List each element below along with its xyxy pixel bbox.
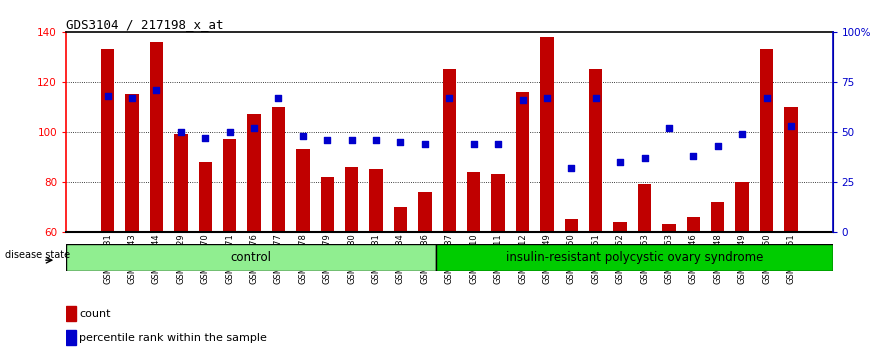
Text: insulin-resistant polycystic ovary syndrome: insulin-resistant polycystic ovary syndr… bbox=[506, 251, 763, 264]
Bar bbox=[369, 169, 383, 232]
Point bbox=[467, 141, 481, 147]
Bar bbox=[442, 69, 456, 232]
Point bbox=[442, 95, 456, 101]
Point bbox=[320, 137, 334, 143]
Bar bbox=[271, 107, 285, 232]
Bar bbox=[436, 244, 833, 271]
Point bbox=[759, 95, 774, 101]
Bar bbox=[663, 224, 676, 232]
Bar bbox=[686, 217, 700, 232]
Bar bbox=[248, 114, 261, 232]
Point bbox=[589, 95, 603, 101]
Point bbox=[638, 155, 652, 161]
Text: control: control bbox=[231, 251, 271, 264]
Point bbox=[735, 131, 749, 137]
Point bbox=[369, 137, 383, 143]
Point bbox=[491, 141, 505, 147]
Bar bbox=[418, 192, 432, 232]
Bar bbox=[565, 219, 578, 232]
Bar bbox=[66, 330, 76, 345]
Bar bbox=[66, 306, 76, 321]
Bar bbox=[467, 172, 480, 232]
Point bbox=[686, 153, 700, 159]
Text: count: count bbox=[79, 309, 111, 319]
Text: disease state: disease state bbox=[5, 250, 70, 260]
Bar bbox=[223, 139, 236, 232]
Point bbox=[540, 95, 554, 101]
Point bbox=[784, 123, 798, 129]
Point bbox=[565, 165, 579, 171]
Bar bbox=[540, 37, 553, 232]
Point bbox=[100, 93, 115, 99]
Point bbox=[613, 159, 627, 165]
Bar bbox=[492, 175, 505, 232]
Point bbox=[418, 141, 432, 147]
Point bbox=[174, 129, 188, 135]
Bar bbox=[101, 49, 115, 232]
Point bbox=[296, 133, 310, 139]
Bar bbox=[198, 162, 212, 232]
Bar bbox=[66, 244, 436, 271]
Bar bbox=[736, 182, 749, 232]
Bar bbox=[515, 92, 529, 232]
Bar bbox=[589, 69, 603, 232]
Point bbox=[271, 95, 285, 101]
Point bbox=[150, 87, 164, 93]
Text: percentile rank within the sample: percentile rank within the sample bbox=[79, 333, 267, 343]
Point bbox=[394, 139, 408, 145]
Point bbox=[247, 125, 261, 131]
Bar bbox=[394, 207, 407, 232]
Bar bbox=[638, 184, 651, 232]
Point bbox=[223, 129, 237, 135]
Bar bbox=[760, 49, 774, 232]
Point bbox=[711, 143, 725, 149]
Bar bbox=[784, 107, 797, 232]
Text: GDS3104 / 217198_x_at: GDS3104 / 217198_x_at bbox=[66, 18, 224, 31]
Bar bbox=[345, 167, 359, 232]
Bar bbox=[174, 135, 188, 232]
Bar bbox=[150, 42, 163, 232]
Point bbox=[662, 125, 676, 131]
Point bbox=[344, 137, 359, 143]
Bar bbox=[321, 177, 334, 232]
Bar bbox=[711, 202, 724, 232]
Point bbox=[125, 95, 139, 101]
Point bbox=[515, 97, 529, 103]
Bar bbox=[125, 95, 138, 232]
Bar bbox=[613, 222, 627, 232]
Bar bbox=[296, 149, 309, 232]
Point bbox=[198, 135, 212, 141]
